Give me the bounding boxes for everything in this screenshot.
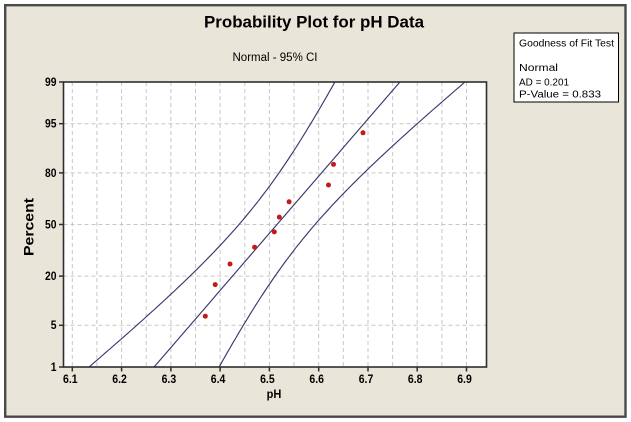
svg-text:6.9: 6.9 bbox=[457, 374, 472, 386]
svg-text:6.1: 6.1 bbox=[63, 374, 78, 386]
svg-text:1: 1 bbox=[51, 362, 57, 374]
svg-text:Goodness of Fit Test: Goodness of Fit Test bbox=[519, 38, 614, 49]
svg-text:pH: pH bbox=[267, 387, 282, 401]
svg-text:20: 20 bbox=[45, 271, 57, 283]
svg-text:Normal - 95% CI: Normal - 95% CI bbox=[233, 52, 318, 64]
svg-text:80: 80 bbox=[45, 168, 57, 180]
svg-text:6.8: 6.8 bbox=[408, 374, 423, 386]
svg-text:6.5: 6.5 bbox=[260, 374, 275, 386]
svg-text:Probability Plot for pH Data: Probability Plot for pH Data bbox=[204, 13, 425, 32]
svg-text:Percent: Percent bbox=[21, 198, 37, 256]
svg-text:6.4: 6.4 bbox=[211, 374, 226, 386]
svg-text:95: 95 bbox=[45, 119, 57, 131]
svg-text:50: 50 bbox=[45, 219, 57, 231]
svg-text:AD = 0.201: AD = 0.201 bbox=[519, 77, 569, 88]
svg-text:99: 99 bbox=[45, 77, 57, 89]
svg-text:6.2: 6.2 bbox=[112, 374, 127, 386]
svg-text:6.7: 6.7 bbox=[359, 374, 374, 386]
svg-text:6.3: 6.3 bbox=[162, 374, 177, 386]
svg-text:Normal: Normal bbox=[519, 63, 558, 74]
svg-text:P-Value = 0.833: P-Value = 0.833 bbox=[519, 89, 601, 100]
svg-text:6.6: 6.6 bbox=[309, 374, 324, 386]
svg-text:5: 5 bbox=[51, 320, 57, 332]
